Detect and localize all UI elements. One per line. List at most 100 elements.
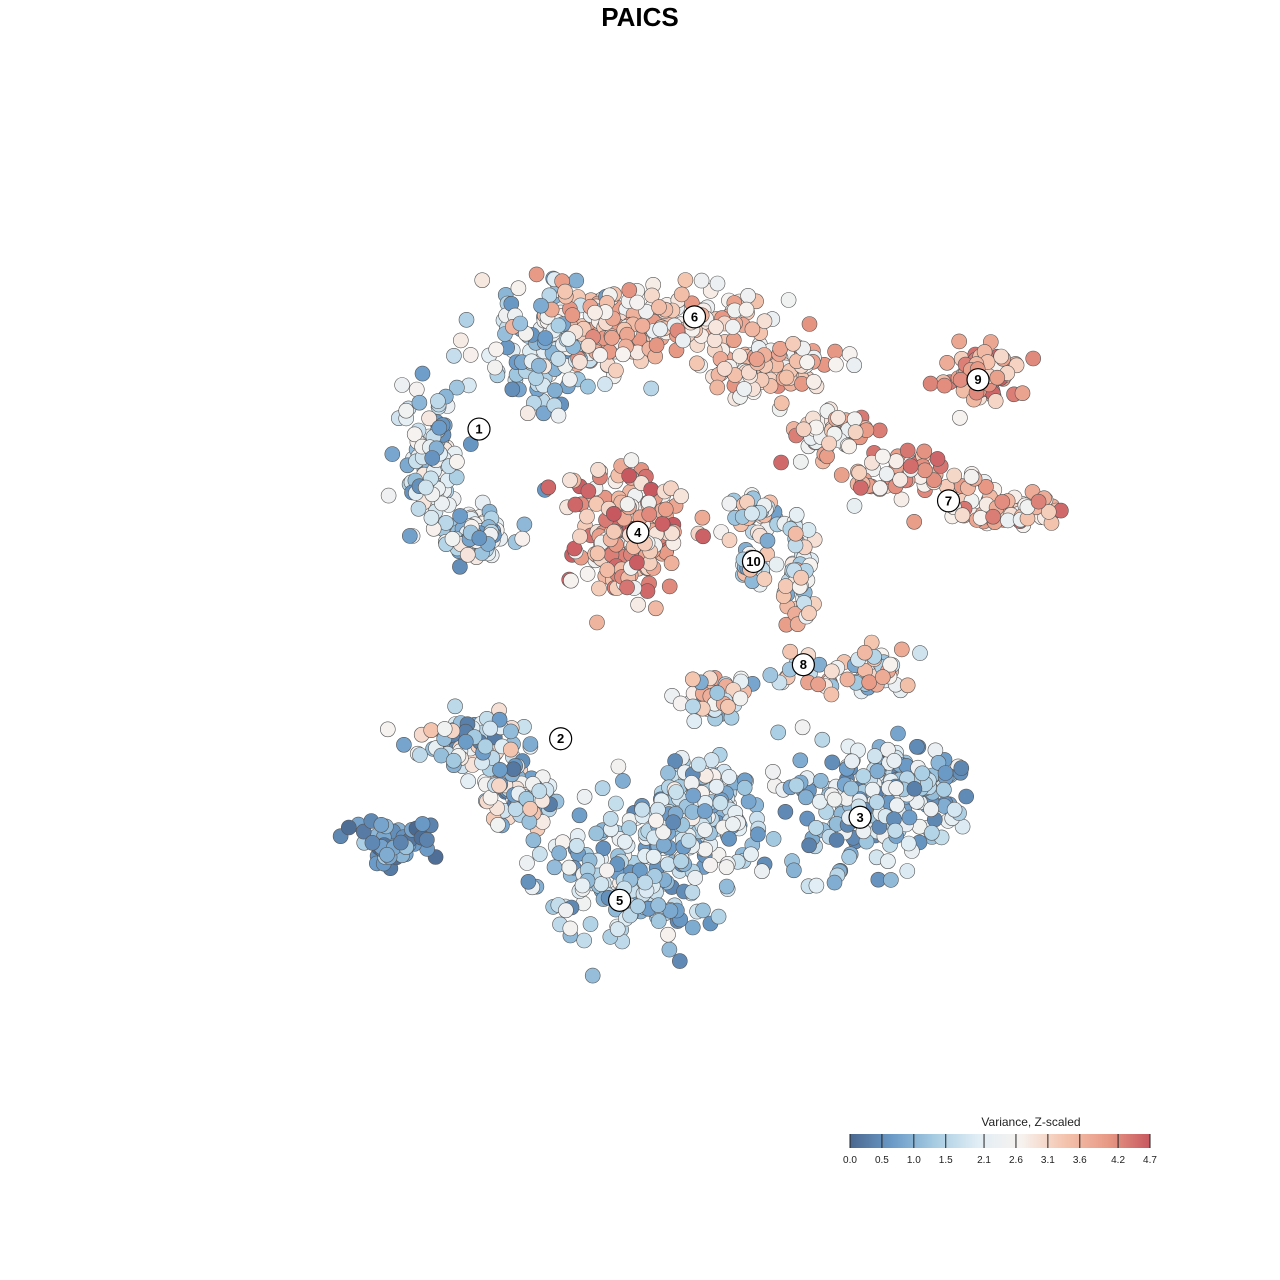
data-point [697,822,713,838]
data-point [398,402,415,419]
data-point [826,874,843,891]
data-point [890,725,906,742]
data-point [882,656,899,673]
data-point [641,506,658,523]
data-point [754,863,770,880]
data-point [643,481,659,498]
cluster-label-text: 7 [945,493,952,508]
data-point [645,848,662,865]
legend-tick-label: 4.7 [1143,1155,1157,1166]
data-point [406,426,423,443]
data-point [906,513,923,530]
data-point [793,569,809,586]
data-point [846,498,863,514]
data-point [792,453,809,470]
legend-tick-label: 2.6 [1009,1155,1023,1166]
data-point [923,801,939,818]
cluster-label-badge [741,549,766,574]
data-point [778,369,795,386]
data-point [738,301,755,318]
data-point [568,837,585,854]
data-point [599,862,615,879]
data-point [446,347,462,364]
data-point [923,824,940,841]
data-point [522,800,539,817]
data-point [721,495,738,512]
data-point [750,826,766,843]
data-point [685,698,701,715]
data-point [939,354,955,371]
data-point [452,508,468,524]
data-point [629,554,645,571]
data-point [654,515,671,532]
data-point [431,419,448,436]
data-point [878,466,895,482]
data-point [673,853,689,870]
data-point [660,926,676,943]
data-point [629,294,646,311]
data-point [787,525,804,542]
data-point [616,833,633,850]
cluster-label-text: 4 [634,525,642,540]
data-point [936,377,953,394]
data-point [799,354,816,371]
data-point [487,359,503,376]
data-point [892,471,909,488]
cluster-label-badge [549,727,573,751]
cluster-label-9: 9 [966,368,990,392]
data-point [856,644,873,661]
data-point [557,283,573,300]
data-point [951,333,968,350]
data-point [684,884,701,900]
data-point [953,760,970,776]
data-point [855,768,872,784]
legend-title: Variance, Z-scaled [981,1115,1080,1129]
data-point [841,849,858,865]
data-point [401,528,418,544]
data-point [460,773,477,790]
data-point [623,452,640,469]
data-point [937,765,954,781]
data-point [765,831,782,847]
data-point [651,299,667,315]
data-point [1041,504,1057,520]
data-point [695,528,711,545]
data-point [721,769,737,785]
data-point [410,500,427,517]
data-point [821,435,837,452]
data-point [519,405,536,422]
cluster-label-badge [682,305,707,329]
data-point [773,454,789,471]
data-point [808,819,824,836]
data-point [665,814,682,831]
data-point [731,348,748,364]
data-point [650,897,667,914]
data-point [801,837,817,854]
data-point [765,763,781,780]
data-point [533,297,549,314]
data-point [621,282,638,298]
data-point [871,422,888,439]
cluster-label-badge [966,368,990,392]
data-point [780,292,797,308]
data-point [522,736,539,752]
data-point [936,781,952,798]
data-point [720,698,736,715]
data-point [502,741,519,758]
data-point [490,816,506,833]
legend-tick-label: 2.1 [977,1155,991,1166]
data-point [795,421,812,438]
data-point [851,464,868,481]
data-point [647,600,664,617]
data-point [744,321,761,338]
data-point [689,355,705,372]
data-point [590,461,606,478]
data-point [510,280,527,297]
data-point [492,761,508,778]
data-point [528,266,545,283]
data-point [958,788,975,805]
data-point [798,789,814,806]
data-point [680,832,697,849]
legend-tick-label: 1.0 [907,1155,921,1166]
